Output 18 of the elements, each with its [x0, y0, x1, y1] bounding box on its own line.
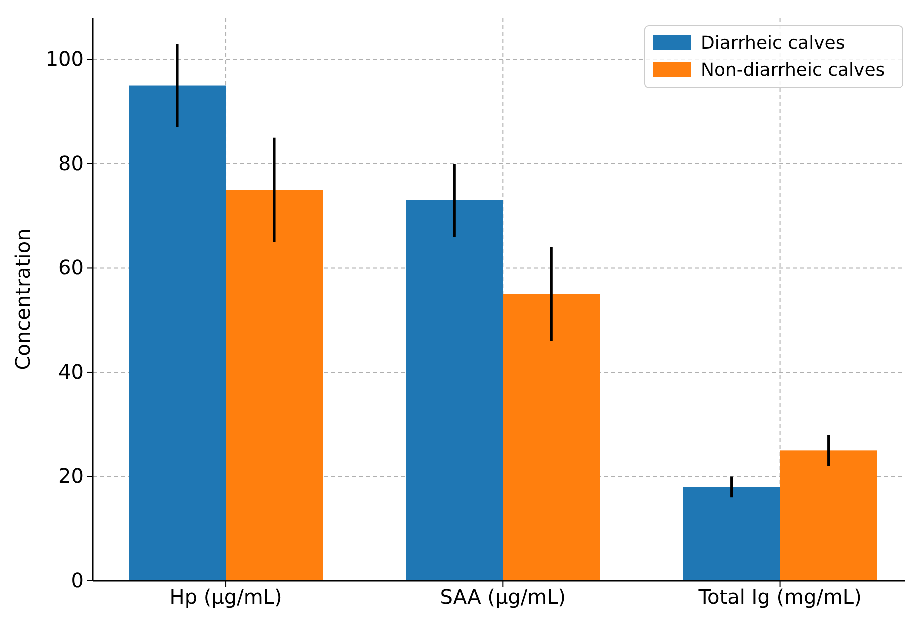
bar: [503, 294, 600, 581]
bar: [226, 190, 324, 581]
x-tick-label: SAA (µg/mL): [440, 585, 566, 610]
bar: [406, 200, 504, 581]
x-tick-label: Total Ig (mg/mL): [698, 585, 862, 610]
y-tick-label: 40: [58, 360, 84, 384]
legend-label: Diarrheic calves: [701, 33, 846, 54]
bar: [683, 487, 780, 581]
y-axis-title: Concentration: [11, 228, 35, 370]
y-tick-label: 0: [71, 568, 84, 592]
bar: [780, 450, 878, 581]
y-tick-label: 80: [58, 151, 84, 176]
bar: [129, 86, 226, 581]
legend-label: Non-diarrheic calves: [701, 60, 886, 81]
y-tick-label: 100: [46, 47, 84, 72]
y-tick-label: 20: [58, 464, 84, 488]
x-tick-label: Hp (µg/mL): [170, 585, 282, 610]
y-tick-label: 60: [58, 256, 84, 280]
